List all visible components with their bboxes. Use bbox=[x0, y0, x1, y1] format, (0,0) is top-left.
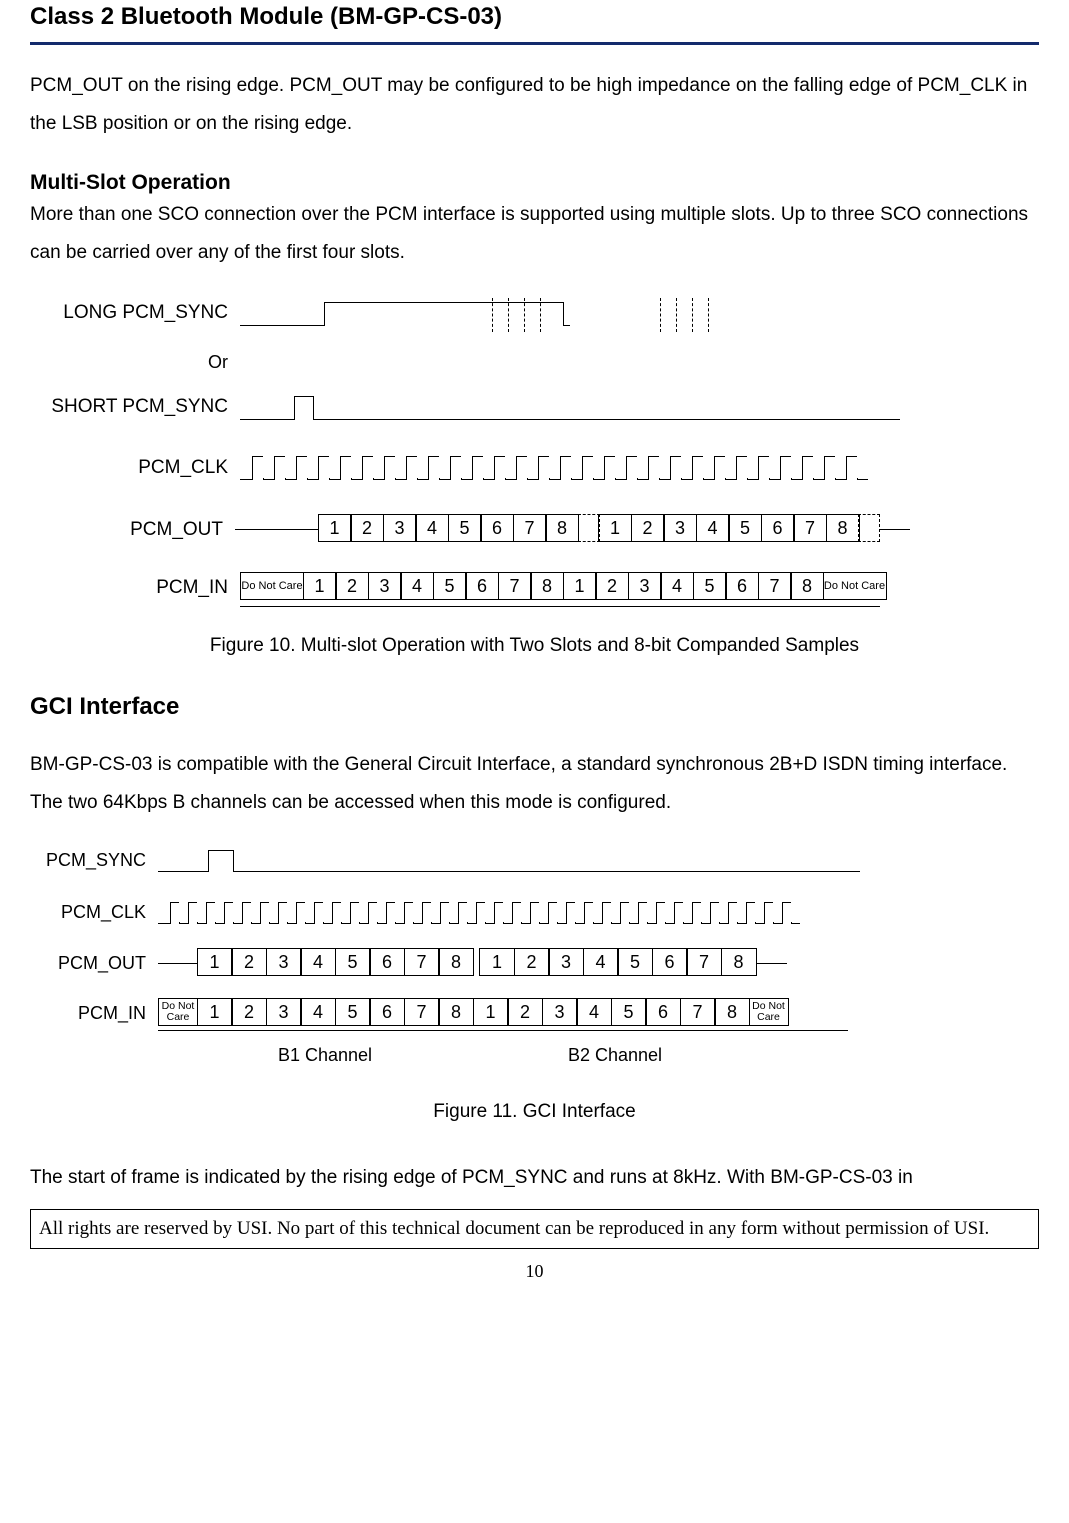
fig10-row-clk: PCM_CLK bbox=[30, 454, 910, 480]
fig11-label-in: PCM_IN bbox=[30, 1004, 158, 1022]
fig10-row-or: Or bbox=[30, 344, 910, 380]
document-header: Class 2 Bluetooth Module (BM-GP-CS-03) bbox=[30, 0, 1039, 45]
fig11-b2-label: B2 Channel bbox=[470, 1037, 760, 1073]
fig10-label-or: Or bbox=[30, 344, 240, 380]
fig10-row-out: PCM_OUT 1234567812345678 bbox=[30, 514, 910, 544]
fig11-b1-label: B1 Channel bbox=[180, 1037, 470, 1073]
heading-gci: GCI Interface bbox=[30, 693, 1039, 722]
fig10-row-in: PCM_IN Do Not Care1234567812345678Do Not… bbox=[30, 572, 910, 602]
fig10-label-out: PCM_OUT bbox=[30, 520, 235, 539]
fig10-label-short-sync: SHORT PCM_SYNC bbox=[30, 397, 240, 416]
fig10-label-long-sync: LONG PCM_SYNC bbox=[30, 303, 240, 322]
fig10-label-clk: PCM_CLK bbox=[30, 458, 240, 477]
fig11-label-out: PCM_OUT bbox=[30, 954, 158, 972]
heading-multislot: Multi-Slot Operation bbox=[30, 169, 1039, 196]
fig10-row-long-sync: LONG PCM_SYNC bbox=[30, 298, 910, 326]
fig10-label-in: PCM_IN bbox=[30, 578, 240, 597]
document-title: Class 2 Bluetooth Module (BM-GP-CS-03) bbox=[30, 3, 502, 30]
figure-11-caption: Figure 11. GCI Interface bbox=[30, 1093, 1039, 1131]
fig11-channel-labels: B1 Channel B2 Channel bbox=[30, 1037, 860, 1073]
paragraph-pcm-out-edge: PCM_OUT on the rising edge. PCM_OUT may … bbox=[30, 67, 1039, 143]
fig11-row-out: PCM_OUT 1234567812345678 bbox=[30, 948, 860, 978]
paragraph-gci: BM-GP-CS-03 is compatible with the Gener… bbox=[30, 746, 1039, 822]
page-number: 10 bbox=[30, 1253, 1039, 1289]
figure-11-diagram: PCM_SYNC PCM_CLK PCM_OUT 123456781234567… bbox=[30, 848, 860, 1073]
fig11-label-sync: PCM_SYNC bbox=[30, 851, 158, 869]
fig11-row-in: PCM_IN Do NotCare1234567812345678Do NotC… bbox=[30, 998, 860, 1028]
footer-rights: All rights are reserved by USI. No part … bbox=[30, 1209, 1039, 1249]
paragraph-frame-start: The start of frame is indicated by the r… bbox=[30, 1159, 1039, 1197]
fig10-row-short-sync: SHORT PCM_SYNC bbox=[30, 392, 910, 420]
fig11-row-sync: PCM_SYNC bbox=[30, 848, 860, 872]
figure-10-diagram: LONG PCM_SYNC Or SHORT PCM_SYNC PCM_CLK bbox=[30, 298, 910, 607]
paragraph-multislot: More than one SCO connection over the PC… bbox=[30, 196, 1039, 272]
fig11-row-clk: PCM_CLK bbox=[30, 900, 860, 924]
figure-10-caption: Figure 10. Multi-slot Operation with Two… bbox=[30, 627, 1039, 665]
fig11-label-clk: PCM_CLK bbox=[30, 903, 158, 921]
